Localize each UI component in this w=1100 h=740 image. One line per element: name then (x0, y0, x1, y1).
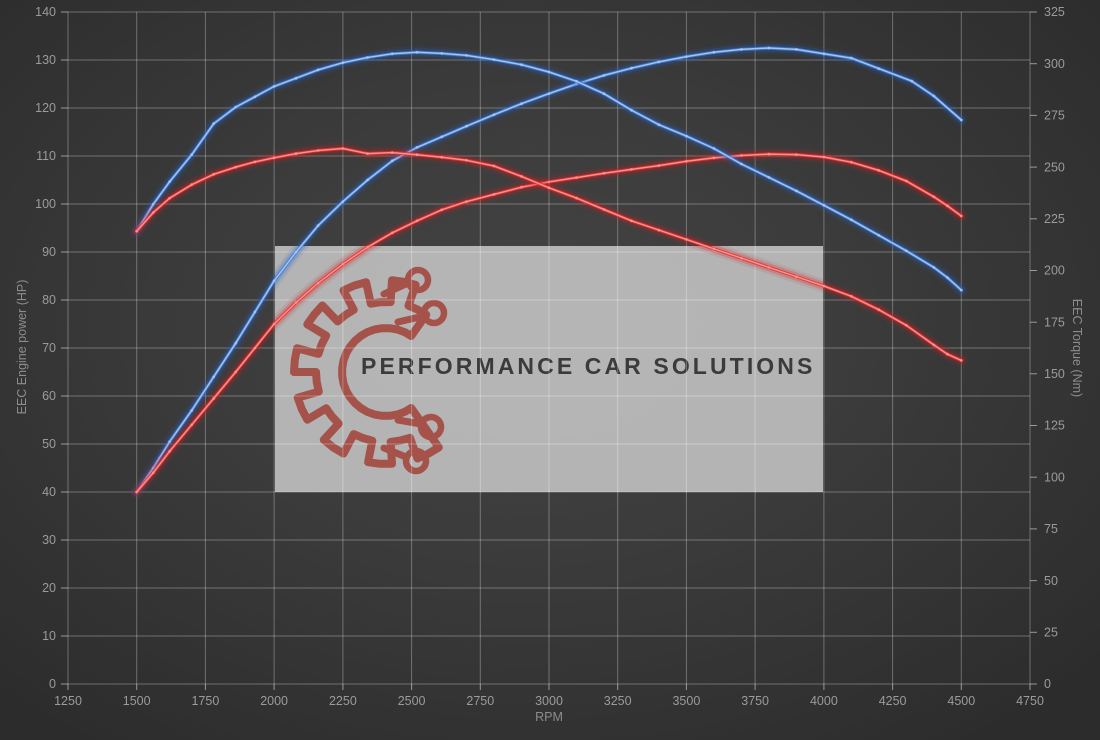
svg-text:2000: 2000 (260, 694, 288, 708)
svg-text:120: 120 (35, 101, 56, 115)
svg-text:70: 70 (42, 341, 56, 355)
svg-text:1750: 1750 (191, 694, 219, 708)
svg-text:75: 75 (1044, 522, 1058, 536)
svg-text:40: 40 (42, 485, 56, 499)
svg-text:4000: 4000 (810, 694, 838, 708)
svg-text:20: 20 (42, 581, 56, 595)
svg-text:2500: 2500 (398, 694, 426, 708)
svg-text:1250: 1250 (54, 694, 82, 708)
svg-text:100: 100 (35, 197, 56, 211)
svg-text:140: 140 (35, 5, 56, 19)
svg-text:30: 30 (42, 533, 56, 547)
svg-text:100: 100 (1044, 470, 1065, 484)
y-axis-right-title: EEC Torque (Nm) (1070, 298, 1084, 398)
svg-text:4500: 4500 (947, 694, 975, 708)
svg-text:0: 0 (49, 677, 56, 691)
y-axis-left-title: EEC Engine power (HP) (15, 279, 29, 415)
gear-circuit-icon (290, 266, 448, 475)
svg-text:325: 325 (1044, 5, 1065, 19)
svg-text:0: 0 (1044, 677, 1051, 691)
svg-text:110: 110 (36, 149, 56, 163)
svg-text:225: 225 (1044, 212, 1065, 226)
svg-text:50: 50 (1044, 574, 1058, 588)
svg-text:10: 10 (42, 629, 56, 643)
svg-text:3250: 3250 (604, 694, 632, 708)
svg-text:25: 25 (1044, 626, 1058, 640)
x-axis-title: RPM (535, 710, 563, 724)
svg-text:275: 275 (1044, 109, 1065, 123)
svg-text:125: 125 (1044, 419, 1065, 433)
svg-text:150: 150 (1044, 367, 1065, 381)
svg-text:3750: 3750 (741, 694, 769, 708)
svg-text:2750: 2750 (466, 694, 494, 708)
svg-text:80: 80 (42, 293, 56, 307)
svg-text:50: 50 (42, 437, 56, 451)
svg-text:250: 250 (1044, 160, 1065, 174)
svg-text:300: 300 (1044, 57, 1065, 71)
svg-text:90: 90 (42, 245, 56, 259)
svg-text:4250: 4250 (879, 694, 907, 708)
svg-text:175: 175 (1044, 315, 1065, 329)
svg-text:3000: 3000 (535, 694, 563, 708)
svg-text:4750: 4750 (1016, 694, 1044, 708)
watermark-box: PERFORMANCE CAR SOLUTIONS (275, 246, 823, 492)
svg-text:60: 60 (42, 389, 56, 403)
watermark-text: PERFORMANCE CAR SOLUTIONS (361, 353, 816, 379)
svg-text:130: 130 (35, 53, 56, 67)
svg-text:2250: 2250 (329, 694, 357, 708)
svg-text:1500: 1500 (123, 694, 151, 708)
svg-text:3500: 3500 (672, 694, 700, 708)
svg-text:200: 200 (1044, 264, 1065, 278)
